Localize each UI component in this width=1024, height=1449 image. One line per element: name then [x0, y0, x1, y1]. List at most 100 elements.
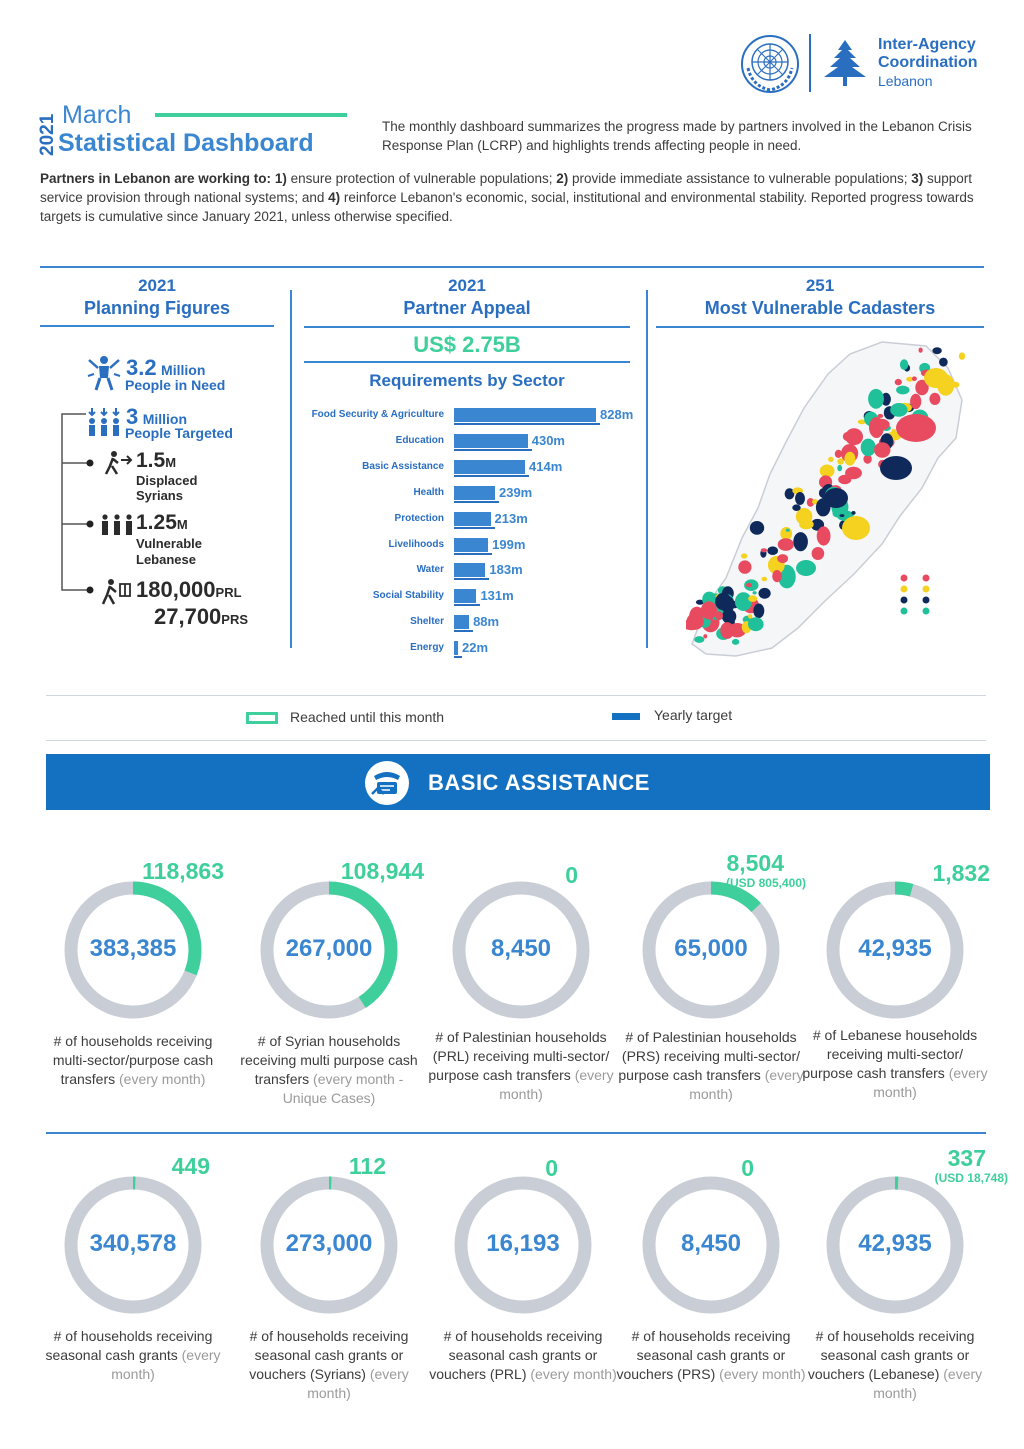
cadaster-patch [767, 546, 779, 555]
indicator-target-value: 8,450 [490, 935, 552, 962]
donut-progress-arc [642, 881, 780, 1019]
cadaster-patch [958, 352, 966, 360]
indicator-frequency: (every month) [119, 1071, 206, 1087]
displaced-syrians-label: Displaced Syrians [136, 473, 198, 503]
cadaster-patch [834, 449, 842, 458]
partner-appeal-header: 2021 Partner Appeal [403, 276, 531, 318]
people-in-need-figure: 3.2 Million [126, 355, 206, 380]
page-title: Statistical Dashboard [58, 129, 314, 157]
cadaster-patch [700, 601, 717, 620]
indicator-frequency: (every month - Unique Cases) [282, 1071, 404, 1106]
indicator-target-value: 16,193 [486, 1230, 560, 1257]
cadaster-patch [839, 514, 845, 518]
progress-donut [64, 881, 202, 1019]
indicator-reached-value: 449 [171, 1153, 210, 1179]
indicator-card: 16,193 0 # of households receiving seasona… [428, 1145, 618, 1425]
progress-donut [64, 1176, 202, 1314]
cadaster-patch [939, 357, 948, 367]
donut-progress-arc [826, 1176, 964, 1314]
cadaster-patch [860, 438, 876, 457]
bar-value-label: 199m [492, 536, 526, 552]
donut-progress-arc [64, 881, 202, 1019]
indicator-target-value: 340,578 [89, 1230, 177, 1257]
progress-donut [452, 881, 590, 1019]
map-legend-swatch [922, 585, 930, 593]
bar-baseline [454, 448, 532, 451]
indicator-description-text: # of Palestinian households (PRS) receiv… [618, 1029, 801, 1083]
indicator-description-text: # of households receiving seasonal cash … [249, 1328, 409, 1382]
cadaster-patch [758, 587, 771, 599]
indicator-description-text: # of households receiving seasonal cash … [807, 1328, 975, 1382]
organization-name: Inter-Agency Coordination Lebanon [878, 36, 978, 89]
logo-separator [809, 34, 811, 92]
un-emblem-logo [741, 35, 799, 93]
map-legend-swatch [900, 585, 908, 593]
appeal-amount-rule [304, 361, 630, 363]
bar-mark [454, 433, 532, 451]
sector-banner [46, 754, 990, 810]
cadaster-patch [806, 498, 815, 507]
reached-legend-swatch [246, 712, 278, 724]
indicator-description-text: # of households receiving multi-sector/p… [52, 1033, 214, 1087]
cadaster-patch [715, 611, 723, 621]
map-header-rule [656, 326, 984, 328]
bar-mark [454, 408, 600, 425]
bar-fill [454, 641, 458, 656]
bar-fill [454, 615, 470, 630]
bar-category-label: Education [395, 434, 444, 446]
progress-donut [826, 1176, 964, 1314]
displaced-syrians-figure: 1.5M [136, 449, 177, 472]
cadaster-patch [777, 554, 789, 564]
title-accent-rule [155, 113, 347, 117]
cadaster-patch [753, 603, 765, 619]
cadaster-patch [792, 504, 801, 511]
map-legend-swatch [900, 574, 908, 582]
appeal-header-rule [304, 326, 630, 328]
indicator-reached-value: 337 [947, 1145, 986, 1171]
donut-progress-arc [64, 1176, 202, 1314]
planning-figures-header: 2021 Planning Figures [83, 276, 230, 318]
cadaster-patch [795, 492, 805, 505]
bar-baseline [454, 656, 462, 659]
indicator-description: # of Lebanese households receiving multi… [800, 1026, 990, 1102]
cadaster-patch [734, 592, 752, 611]
legend-bottom-rule [46, 740, 986, 741]
bar-baseline [454, 500, 499, 503]
cadaster-patch [877, 413, 884, 418]
bar-mark [454, 641, 462, 659]
people-targeted-figure: 3 Million [126, 404, 188, 429]
indicator-card: 8,450 0 # of Palestinian households (PRL) … [426, 850, 616, 1130]
cadaster-patch [793, 532, 808, 552]
bar-baseline [454, 474, 529, 477]
map-legend-swatch [900, 596, 908, 604]
indicator-description: # of households receiving seasonal cash … [800, 1327, 990, 1403]
bar-baseline [454, 630, 474, 633]
cadaster-patch [899, 359, 909, 370]
indicator-frequency: (every month) [689, 1067, 804, 1102]
indicator-card: 340,578 449 # of households receiving seas… [38, 1145, 228, 1425]
bar-category-label: Protection [394, 512, 444, 524]
map-legend-swatch [922, 596, 930, 604]
cadaster-patch [890, 403, 908, 417]
indicator-frequency: (every month) [530, 1366, 617, 1382]
cadaster-patch [785, 528, 790, 532]
sector-title: BASIC ASSISTANCE [428, 770, 650, 795]
cadaster-patch [755, 605, 760, 609]
cadaster-patch [837, 458, 844, 465]
indicator-card: 42,935 1,832 # of Lebanese households rece… [800, 850, 990, 1130]
indicator-description: # of households receiving multi-sector/p… [38, 1032, 228, 1089]
cadaster-patch [748, 595, 758, 602]
indicator-reached-value: 118,863 [142, 858, 224, 884]
cadaster-patch [910, 393, 922, 410]
bar-category-label: Livelihoods [388, 538, 444, 550]
progress-donut [454, 1176, 592, 1314]
bar-fill [454, 459, 525, 474]
cadaster-patch [880, 456, 912, 480]
bar-mark [454, 563, 490, 581]
bar-value-label: 88m [473, 614, 500, 630]
cadaster-patch [857, 419, 866, 425]
indicator-target-value: 65,000 [674, 935, 748, 962]
target-legend-swatch [612, 713, 640, 720]
bar-value-label: 213m [494, 510, 528, 526]
column-divider [290, 290, 292, 648]
